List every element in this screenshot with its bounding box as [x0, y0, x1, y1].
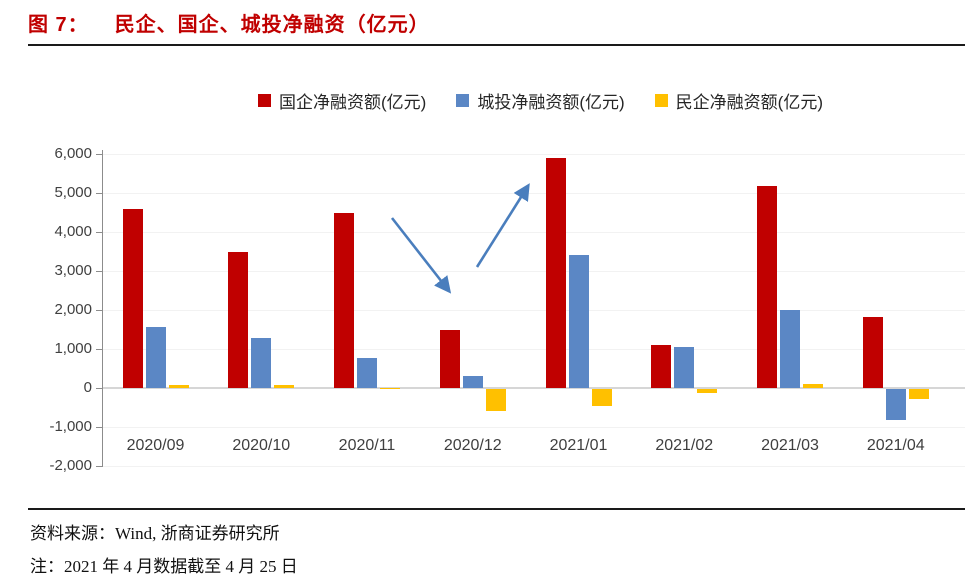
figure-number-label: 图 7： — [28, 14, 89, 36]
x-axis-label: 2020/11 — [338, 437, 396, 454]
y-axis-label: 1,000 — [54, 340, 92, 357]
bar-2021/04-s1 — [885, 389, 906, 421]
bar-2020/11-s1 — [357, 357, 377, 388]
y-axis-tick — [96, 310, 102, 311]
bar-2020/12-s1 — [462, 375, 483, 388]
y-axis-tick — [96, 466, 102, 467]
bar-2020/10-s1 — [251, 338, 272, 388]
y-axis-label: 5,000 — [54, 184, 92, 201]
zero-gridline — [103, 387, 965, 389]
x-axis-label: 2020/12 — [443, 437, 502, 454]
footer-divider-rule — [28, 508, 965, 510]
figure-title: 图 7： 民企、国企、城投净融资（亿元） — [28, 8, 430, 37]
y-axis-tick — [96, 232, 102, 233]
gridline — [103, 154, 965, 155]
legend-item-chengtou: 城投净融资额(亿元) — [456, 88, 625, 113]
y-axis-label: 6,000 — [54, 145, 92, 162]
legend-label-chengtou: 城投净融资额(亿元) — [477, 93, 625, 112]
x-axis-label: 2021/01 — [549, 437, 608, 454]
y-axis-tick — [96, 271, 102, 272]
y-axis-label: -2,000 — [49, 457, 92, 474]
private-series-swatch-icon — [654, 94, 668, 107]
data-cutoff-note: 注：2021 年 4 月数据截至 4 月 25 日 — [30, 557, 298, 576]
bar-2020/10-s0 — [228, 251, 249, 388]
x-axis-label: 2021/03 — [761, 437, 819, 454]
bar-2021/03-s0 — [757, 185, 777, 388]
data-source-note: 资料来源：Wind, 浙商证券研究所 — [30, 524, 280, 543]
y-axis-tick — [96, 193, 102, 194]
soe-series-swatch-icon — [258, 94, 271, 107]
gridline — [103, 232, 965, 233]
gridline — [103, 466, 965, 467]
x-axis-label: 2020/10 — [232, 437, 291, 454]
gridline — [103, 193, 965, 194]
bar-2021/01-s1 — [568, 255, 589, 388]
legend-item-soe: 国企净融资额(亿元) — [258, 88, 426, 113]
x-axis-label: 2020/09 — [126, 437, 185, 454]
bar-2021/01-s2 — [591, 389, 612, 407]
bar-2021/02-s2 — [697, 389, 718, 393]
bar-chart-plot-area: 6,000 5,000 4,000 3,000 2,000 1,000 0 -1,000 -2,… — [49, 145, 965, 474]
legend-label-private: 民企净融资额(亿元) — [675, 93, 823, 112]
chengtou-series-swatch-icon — [456, 94, 470, 107]
bar-2020/09-s2 — [168, 384, 189, 388]
bar-2021/04-s0 — [862, 317, 883, 388]
bar-2020/10-s2 — [274, 384, 295, 388]
y-axis-tick — [96, 349, 102, 350]
legend-item-private: 民企净融资额(亿元) — [654, 88, 823, 113]
chart-legend: 国企净融资额(亿元) 城投净融资额(亿元) 民企净融资额(亿元) — [258, 88, 823, 113]
y-axis-line — [102, 150, 103, 467]
bar-2021/04-s2 — [908, 389, 929, 400]
gridline — [103, 349, 965, 350]
bar-2020/12-s0 — [439, 329, 460, 388]
y-axis-label: 2,000 — [54, 301, 92, 318]
y-axis-label: -1,000 — [49, 418, 92, 435]
y-axis-label: 4,000 — [54, 223, 92, 240]
bar-2021/03-s1 — [780, 310, 800, 388]
bar-2021/02-s0 — [651, 345, 672, 388]
bar-2021/01-s0 — [545, 157, 566, 388]
y-axis-tick — [96, 427, 102, 428]
bar-2021/02-s1 — [674, 346, 695, 388]
x-axis-label: 2021/02 — [655, 437, 714, 454]
y-axis-label: 3,000 — [54, 262, 92, 279]
bar-2021/03-s2 — [803, 384, 823, 388]
gridline — [103, 427, 965, 428]
bar-2020/12-s2 — [485, 389, 506, 411]
y-axis-tick — [96, 154, 102, 155]
y-axis-label: 0 — [83, 379, 92, 396]
figure-title-text: 民企、国企、城投净融资（亿元） — [114, 14, 430, 36]
legend-label-soe: 国企净融资额(亿元) — [279, 93, 427, 112]
gridline — [103, 310, 965, 311]
bar-2020/09-s1 — [145, 327, 166, 388]
y-axis-tick — [96, 388, 102, 389]
x-axis-label: 2021/04 — [866, 437, 925, 454]
title-divider-rule — [28, 44, 965, 46]
bar-2020/09-s0 — [122, 208, 143, 388]
gridline — [103, 271, 965, 272]
bar-2020/11-s0 — [334, 212, 354, 388]
